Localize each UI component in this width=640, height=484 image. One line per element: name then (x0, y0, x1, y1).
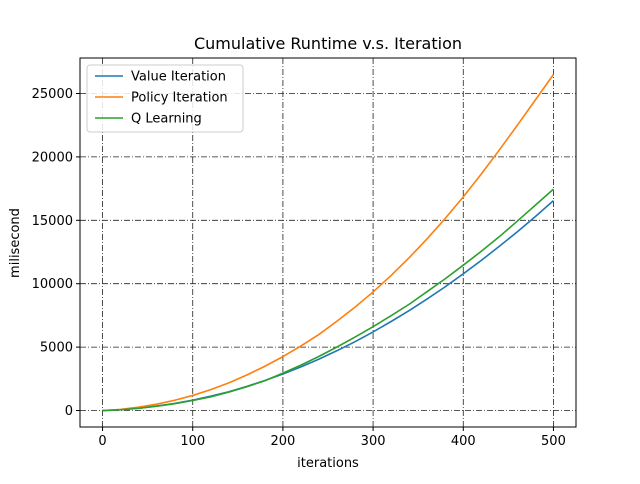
y-axis-label: milisecond (8, 208, 23, 278)
x-tick-label: 400 (451, 434, 476, 449)
y-tick-label: 5000 (40, 341, 73, 356)
legend: Value Iteration Policy Iteration Q Learnin… (86, 64, 244, 133)
legend-label: Policy Iteration (131, 91, 228, 106)
x-tick-label: 200 (270, 434, 295, 449)
legend-box (86, 64, 244, 133)
chart-title: Cumulative Runtime v.s. Iteration (194, 34, 462, 53)
y-tick-label: 20000 (32, 150, 73, 165)
x-tick-label: 500 (541, 434, 566, 449)
y-tick-label: 10000 (32, 277, 73, 292)
series-line-3 (102, 188, 554, 412)
y-tick-label: 25000 (32, 87, 73, 102)
series-line-2 (102, 74, 555, 412)
legend-label: Value Iteration (131, 70, 226, 85)
x-axis-label: iterations (297, 456, 359, 471)
plot-frame (79, 57, 577, 428)
series-line-1 (102, 200, 554, 412)
y-tick-label: 0 (65, 404, 73, 419)
series-layer (102, 74, 555, 412)
x-tick-label: 0 (98, 434, 106, 449)
x-tick-label: 300 (361, 434, 386, 449)
ticks-layer: 0 100 200 300 400 500050001000015000200002500… (32, 87, 566, 449)
legend-label: Q Learning (131, 112, 202, 127)
x-tick-label: 100 (180, 434, 205, 449)
y-tick-label: 15000 (32, 214, 73, 229)
